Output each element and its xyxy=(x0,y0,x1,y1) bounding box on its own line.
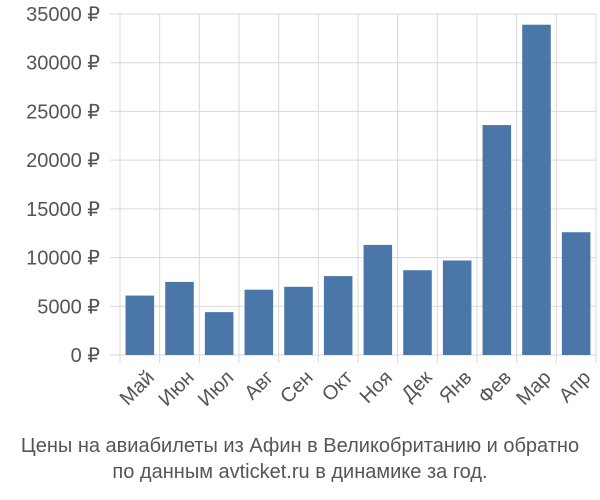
bar-5 xyxy=(284,286,313,355)
x-tick-label: Ноя xyxy=(356,367,397,408)
y-tick-label: 5000 ₽ xyxy=(37,296,100,318)
bar-12 xyxy=(561,232,591,355)
chart-caption-line-1: Цены на авиабилеты из Афин в Великобрита… xyxy=(20,435,580,457)
bar-11 xyxy=(522,24,551,356)
bar-8 xyxy=(403,270,432,355)
x-tick-label: Фев xyxy=(474,367,516,409)
chart-grid xyxy=(110,13,597,363)
bar-7 xyxy=(363,244,393,355)
bar-6 xyxy=(323,276,353,355)
bar-10 xyxy=(482,125,512,355)
bar-4 xyxy=(244,289,274,355)
bar-chart: 0 ₽ 5000 ₽ 10000 ₽ 15000 ₽ 20000 ₽ 25000 ₽ 300… xyxy=(26,4,597,411)
y-tick-label: 0 ₽ xyxy=(71,345,101,367)
x-tick-label: Май xyxy=(116,367,159,410)
x-tick-label: Апр xyxy=(555,367,596,408)
y-tick-label: 15000 ₽ xyxy=(26,199,100,221)
y-tick-label: 10000 ₽ xyxy=(26,248,100,270)
x-tick-label: Янв xyxy=(435,367,476,408)
bar-9 xyxy=(442,260,472,355)
x-tick-label: Авг xyxy=(240,367,278,405)
y-tick-label: 35000 ₽ xyxy=(26,4,100,26)
x-tick-label: Сен xyxy=(276,367,317,408)
y-tick-label: 30000 ₽ xyxy=(26,53,100,75)
bar-1 xyxy=(125,295,155,355)
x-tick-label: Июн xyxy=(155,367,199,411)
bar-2 xyxy=(165,281,194,355)
y-tick-label: 20000 ₽ xyxy=(26,150,100,172)
y-axis: 0 ₽ 5000 ₽ 10000 ₽ 15000 ₽ 20000 ₽ 25000 ₽ 300… xyxy=(26,4,100,367)
x-tick-label: Окт xyxy=(318,367,357,406)
y-tick-label: 25000 ₽ xyxy=(26,101,100,123)
x-tick-label: Июл xyxy=(194,367,238,411)
bars xyxy=(125,24,591,356)
chart-caption-line-2: по данным avticket.ru в динамике за год. xyxy=(112,461,488,483)
x-tick-label: Мар xyxy=(512,367,555,410)
bar-3 xyxy=(204,312,234,355)
x-tick-label: Дек xyxy=(397,366,436,405)
